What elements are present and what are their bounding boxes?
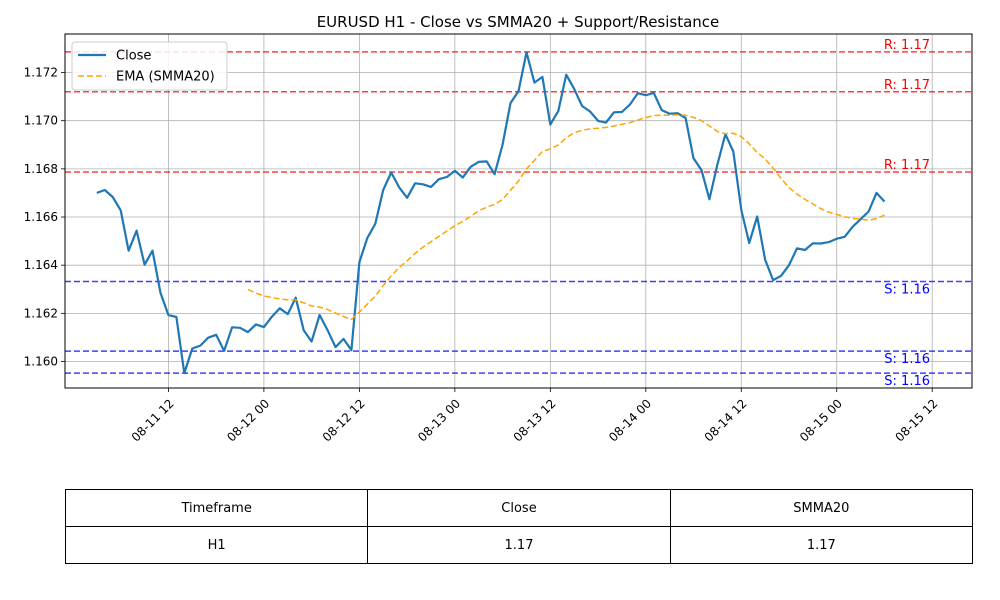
x-tick-label: 08-12 12 — [320, 396, 368, 444]
table-header-cell: Timeframe — [64, 489, 369, 527]
table-cell: 1.17 — [669, 526, 974, 564]
chart: EURUSD H1 - Close vs SMMA20 + Support/Re… — [24, 13, 973, 444]
table-header-cell: Close — [367, 489, 671, 527]
x-tick-label: 08-15 12 — [893, 396, 941, 444]
legend: Close EMA (SMMA20) — [71, 41, 228, 91]
x-tick-label: 08-14 00 — [606, 396, 654, 444]
legend-box — [71, 41, 228, 91]
resistance-label: R: 1.17 — [884, 38, 930, 53]
table-header-cell: SMMA20 — [669, 489, 974, 527]
x-tick-label: 08-11 12 — [129, 396, 177, 444]
y-axis-ticks: 1.160 1.162 1.164 1.166 1.168 1.170 1.172 — [24, 66, 65, 369]
grid — [65, 34, 972, 388]
table-row: H1 1.17 1.17 — [64, 526, 974, 564]
x-tick-label: 08-13 00 — [415, 396, 463, 444]
x-tick-label: 08-13 12 — [511, 396, 559, 444]
resistance-label: R: 1.17 — [884, 78, 930, 93]
y-tick-label: 1.162 — [24, 306, 58, 320]
x-axis-ticks: 08-11 12 08-12 00 08-12 12 08-13 00 08-13 12… — [129, 388, 941, 444]
x-tick-label: 08-15 00 — [797, 396, 845, 444]
series-line-close — [96, 51, 886, 375]
y-tick-label: 1.168 — [24, 162, 58, 176]
support-label: S: 1.16 — [884, 283, 930, 298]
x-tick-label: 08-12 00 — [224, 396, 272, 444]
support-label: S: 1.16 — [884, 352, 930, 367]
y-tick-label: 1.172 — [24, 66, 58, 80]
table-header-row: Timeframe Close SMMA20 — [64, 489, 974, 527]
table-cell: 1.17 — [367, 526, 671, 564]
y-tick-label: 1.170 — [24, 114, 58, 128]
chart-title: EURUSD H1 - Close vs SMMA20 + Support/Re… — [317, 13, 720, 31]
support-label: S: 1.16 — [884, 374, 930, 389]
resistance-label: R: 1.17 — [884, 158, 930, 173]
level-labels: R: 1.17 R: 1.17 R: 1.17 S: 1.16 S: 1.16 S: 1.… — [884, 38, 930, 389]
plot-frame — [64, 33, 973, 389]
legend-label: Close — [116, 49, 151, 64]
table-cell: H1 — [64, 526, 369, 564]
y-tick-label: 1.160 — [24, 355, 58, 369]
legend-label: EMA (SMMA20) — [116, 70, 215, 85]
y-tick-label: 1.164 — [24, 258, 58, 272]
y-tick-label: 1.166 — [24, 210, 58, 224]
series-line-smma20 — [247, 114, 885, 321]
x-tick-label: 08-14 12 — [702, 396, 750, 444]
summary-table: Timeframe Close SMMA20 H1 1.17 1.17 — [64, 489, 974, 564]
series-lines — [96, 51, 886, 375]
support-resistance-levels — [65, 51, 972, 374]
